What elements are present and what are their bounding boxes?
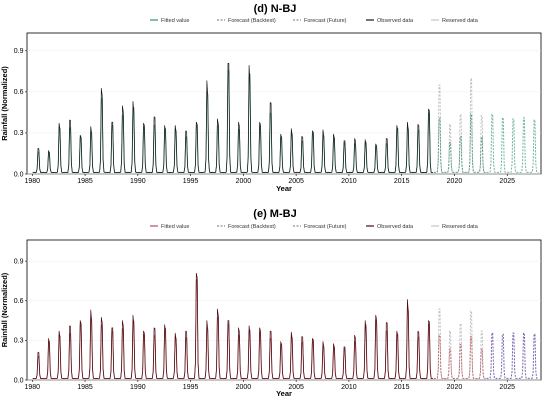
legend: Fitted value Forecast (Backtest) Forecast … [150,224,479,230]
y-axis-label: Rainfall (Normalized) [0,66,9,141]
x-tick-label: 2025 [499,178,515,185]
y-axis: 0.0 0.3 0.6 0.9 [14,258,27,384]
series-observed-data [32,62,433,173]
x-tick-label: 2020 [447,384,463,391]
x-tick-label: 2015 [394,384,410,391]
chart-title: (e) M-BJ [253,208,296,220]
legend-label: Forecast (Future) [304,224,347,230]
x-axis-label: Year [276,389,292,398]
x-tick-label: 2010 [341,384,357,391]
x-tick-label: 2020 [447,178,463,185]
x-axis: 1980 1985 1990 1995 2000 2005 2010 2015 2020 2025 [24,380,515,391]
x-tick-label: 1980 [24,178,40,185]
x-axis: 1980 1985 1990 1995 2000 2005 2010 2015 2020 2025 [24,174,515,185]
y-tick-label: 0.0 [14,377,24,384]
legend-item: Fitted value [150,18,189,24]
x-tick-label: 1985 [77,384,93,391]
x-axis-label: Year [276,184,292,193]
x-tick-label: 1985 [77,178,93,185]
series-forecast-backtest [433,113,486,173]
x-tick-label: 1995 [183,384,199,391]
legend-label: Forecast (Future) [304,18,347,24]
legend-label: Observed data [377,18,414,24]
x-tick-label: 2005 [288,178,304,185]
legend-label: Observed data [377,224,414,230]
legend-item: Forecast (Backtest) [217,18,276,24]
legend-label: Forecast (Backtest) [228,224,276,230]
x-tick-label: 2010 [341,178,357,185]
y-axis: 0.0 0.3 0.6 0.9 [14,48,27,178]
x-tick-label: 1995 [183,178,199,185]
legend-label: Fitted value [161,18,189,24]
series-forecast-future [486,332,539,379]
x-tick-label: 2005 [288,384,304,391]
series-forecast-backtest [433,334,486,379]
legend-item: Reserved data [431,18,479,24]
series-fitted-value [32,69,433,173]
y-tick-label: 0.6 [14,298,24,305]
x-tick-label: 2000 [236,384,252,391]
legend-item: Observed data [366,224,414,230]
legend-label: Fitted value [161,224,189,230]
y-tick-label: 0.9 [14,48,24,55]
plot-frame [26,32,542,175]
x-tick-label: 1990 [130,178,146,185]
x-tick-label: 2025 [499,384,515,391]
legend-label: Reserved data [442,224,479,230]
legend-label: Reserved data [442,18,479,24]
series-reserved-data [433,308,486,379]
legend-item: Reserved data [431,224,479,230]
x-tick-label: 2015 [394,178,410,185]
legend-item: Forecast (Future) [293,18,347,24]
y-tick-label: 0.0 [14,171,24,178]
series-forecast-future [486,114,539,173]
y-tick-label: 0.3 [14,338,24,345]
legend-item: Observed data [366,18,414,24]
legend-item: Forecast (Backtest) [217,224,276,230]
legend-item: Forecast (Future) [293,224,347,230]
x-tick-label: 1990 [130,384,146,391]
legend-item: Fitted value [150,224,189,230]
chart-title: (d) N-BJ [254,3,297,15]
x-tick-label: 2000 [236,178,252,185]
series-observed-data [32,272,433,380]
y-tick-label: 0.3 [14,130,24,137]
y-axis-label: Rainfall (Normalized) [0,272,9,347]
y-tick-label: 0.6 [14,89,24,96]
y-tick-label: 0.9 [14,258,24,265]
legend-label: Forecast (Backtest) [228,18,276,24]
legend: Fitted value Forecast (Backtest) Forecast … [150,18,479,24]
x-tick-label: 1980 [24,384,40,391]
